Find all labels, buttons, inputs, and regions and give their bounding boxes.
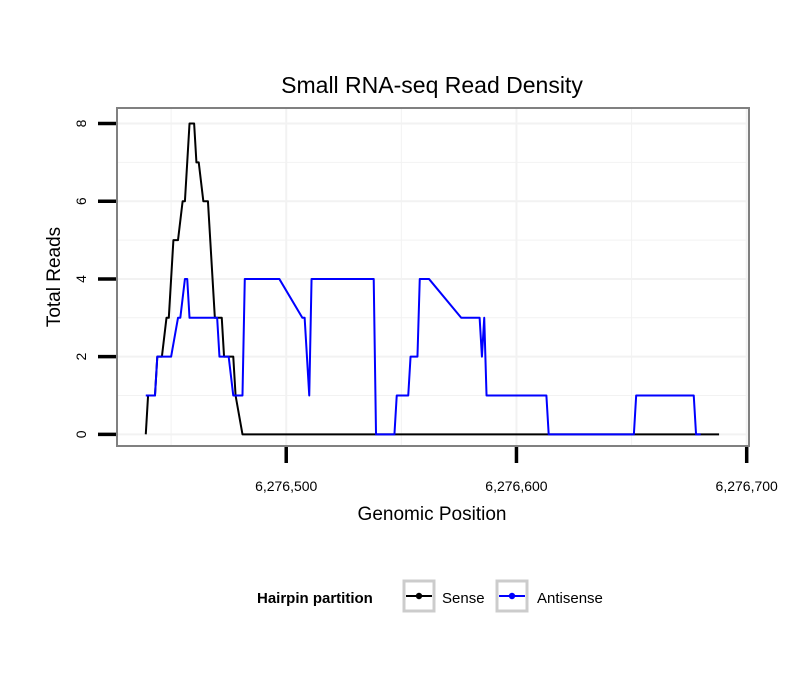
y-tick-label-0: 0: [73, 430, 89, 438]
x-tick-label-1: 6,276,600: [485, 478, 547, 494]
y-tick-label-4: 8: [73, 119, 89, 127]
legend-point-sense: [415, 592, 423, 600]
y-axis: 0 2 4 6 8: [73, 119, 116, 438]
x-axis-label: Genomic Position: [358, 504, 507, 525]
legend: Hairpin partition Sense Antisense: [257, 579, 603, 613]
plot-panel: [117, 108, 749, 446]
y-tick-label-3: 6: [73, 197, 89, 205]
plot-panel-border: [116, 107, 750, 447]
legend-point-antisense: [508, 592, 516, 600]
series-layer: [144, 122, 720, 436]
x-tick-label-2: 6,276,700: [716, 478, 778, 494]
x-tick-label-0: 6,276,500: [255, 478, 317, 494]
y-tick-label-2: 4: [73, 275, 89, 283]
series-line-antisense: [145, 277, 701, 436]
x-axis: 6,276,500 6,276,600 6,276,700: [255, 447, 778, 494]
legend-label-sense: Sense: [442, 590, 485, 607]
legend-title: Hairpin partition: [257, 590, 373, 607]
y-axis-label: Total Reads: [44, 227, 65, 327]
plot-area: [116, 107, 750, 447]
legend-item-antisense: Antisense: [495, 579, 603, 613]
y-tick-label-1: 2: [73, 353, 89, 361]
chart-title: Small RNA-seq Read Density: [281, 72, 583, 98]
legend-item-sense: Sense: [402, 579, 485, 613]
legend-label-antisense: Antisense: [537, 590, 603, 607]
